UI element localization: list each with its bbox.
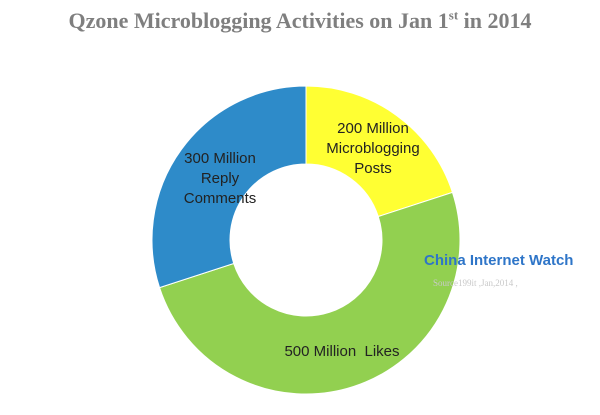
chart-title-tail: in 2014 bbox=[458, 8, 532, 33]
chart-title-main: Qzone Microblogging Activities on Jan 1 bbox=[68, 8, 449, 33]
watermark-brand: China Internet Watch bbox=[424, 252, 574, 269]
chart-title-sup: st bbox=[448, 7, 459, 23]
donut-slice-2 bbox=[151, 85, 307, 289]
slice-label-0: 200 Million Microblogging Posts bbox=[326, 120, 419, 177]
slice-label-2: 300 Million Reply Comments bbox=[184, 150, 257, 207]
slice-label-1: 500 Million Likes bbox=[284, 343, 399, 360]
donut-slice-0 bbox=[305, 85, 454, 218]
watermark-source: Source199it ,Jan,2014 , bbox=[433, 278, 518, 288]
chart-title: Qzone Microblogging Activities on Jan 1s… bbox=[0, 8, 600, 34]
